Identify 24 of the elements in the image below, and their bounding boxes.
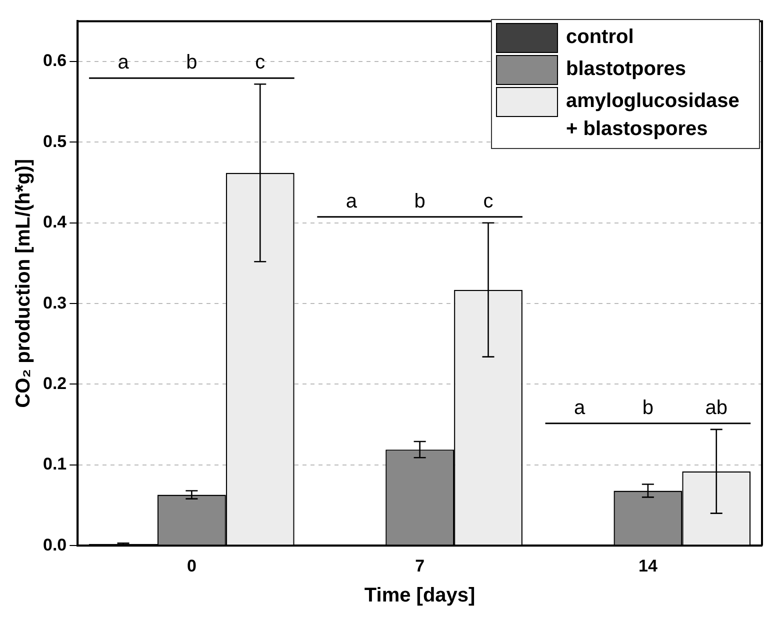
y-tick-label: 0.0 — [42, 535, 67, 554]
legend-label: control — [566, 25, 635, 50]
annotation: b — [414, 190, 426, 212]
y-tick-label: 0.6 — [42, 51, 67, 70]
y-tick-label: 0.1 — [42, 454, 67, 474]
annotation: b — [186, 52, 198, 74]
legend-label: blastotpores — [566, 57, 688, 82]
annotation: c — [255, 52, 266, 74]
annotation: c — [483, 190, 494, 212]
x-tick-label: 7 — [415, 556, 425, 576]
annotation: a — [574, 396, 586, 419]
x-axis-title: Time [days] — [364, 584, 476, 607]
annotation: ab — [705, 396, 728, 419]
y-tick-label: 0.3 — [42, 293, 67, 312]
annotation: a — [118, 52, 130, 74]
y-tick-label: 0.2 — [42, 374, 67, 393]
legend-label: amyloglucosidase + blastospores — [566, 89, 740, 142]
x-tick-label: 14 — [638, 556, 658, 576]
y-axis-title: CO₂ production [mL/(h*g)] — [12, 158, 35, 408]
y-tick-label: 0.5 — [42, 132, 67, 151]
annotation: a — [346, 190, 358, 212]
annotation: b — [642, 396, 654, 419]
y-tick-label: 0.4 — [42, 212, 68, 232]
x-tick-label: 0 — [186, 556, 196, 576]
